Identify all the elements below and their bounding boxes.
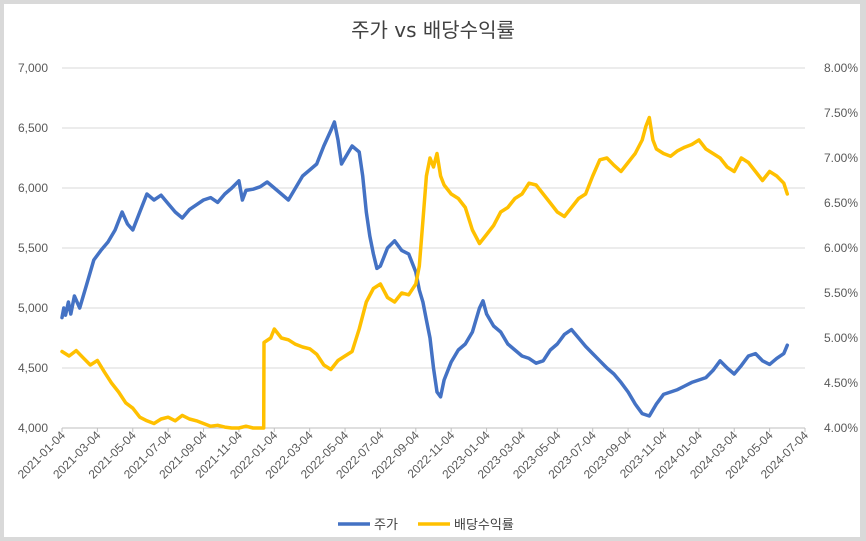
y-axis-right: 4.00% 4.50% 5.00% 5.50% 6.00% 6.50% 7.00% 7.50%… <box>824 61 858 435</box>
legend-label: 주가 <box>374 518 398 533</box>
y-right-tick-label: 5.00% <box>824 331 858 345</box>
y-left-tick-label: 6,500 <box>18 121 48 135</box>
y-right-tick-label: 4.00% <box>824 421 858 435</box>
y-right-tick-label: 7.00% <box>824 151 858 165</box>
series-lines <box>60 115 790 430</box>
legend: 주가 배당수익률 <box>338 518 514 533</box>
y-right-tick-label: 8.00% <box>824 61 858 75</box>
legend-item-stock-price: 주가 <box>338 518 398 533</box>
chart-title: 주가 vs 배당수익률 <box>351 18 515 42</box>
series-line-dividend-yield <box>60 115 790 430</box>
y-left-tick-label: 7,000 <box>18 61 48 75</box>
legend-item-dividend-yield: 배당수익률 <box>418 518 514 533</box>
y-left-tick-label: 4,000 <box>18 421 48 435</box>
y-right-tick-label: 6.00% <box>824 241 858 255</box>
chart-area <box>4 4 860 537</box>
y-left-tick-label: 6,000 <box>18 181 48 195</box>
y-axis-left: 4,000 4,500 5,000 5,500 6,000 6,500 7,000 <box>18 61 48 435</box>
y-right-tick-label: 5.50% <box>824 286 858 300</box>
y-left-tick-label: 5,500 <box>18 241 48 255</box>
y-right-tick-label: 4.50% <box>824 376 858 390</box>
y-right-tick-label: 7.50% <box>824 106 858 120</box>
legend-label: 배당수익률 <box>454 518 514 533</box>
x-axis: 2021-01-042021-03-042021-05-042021-07-04… <box>15 428 812 482</box>
y-left-tick-label: 5,000 <box>18 301 48 315</box>
y-right-tick-label: 6.50% <box>824 196 858 210</box>
y-left-tick-label: 4,500 <box>18 361 48 375</box>
series-line-stock-price <box>60 120 790 418</box>
